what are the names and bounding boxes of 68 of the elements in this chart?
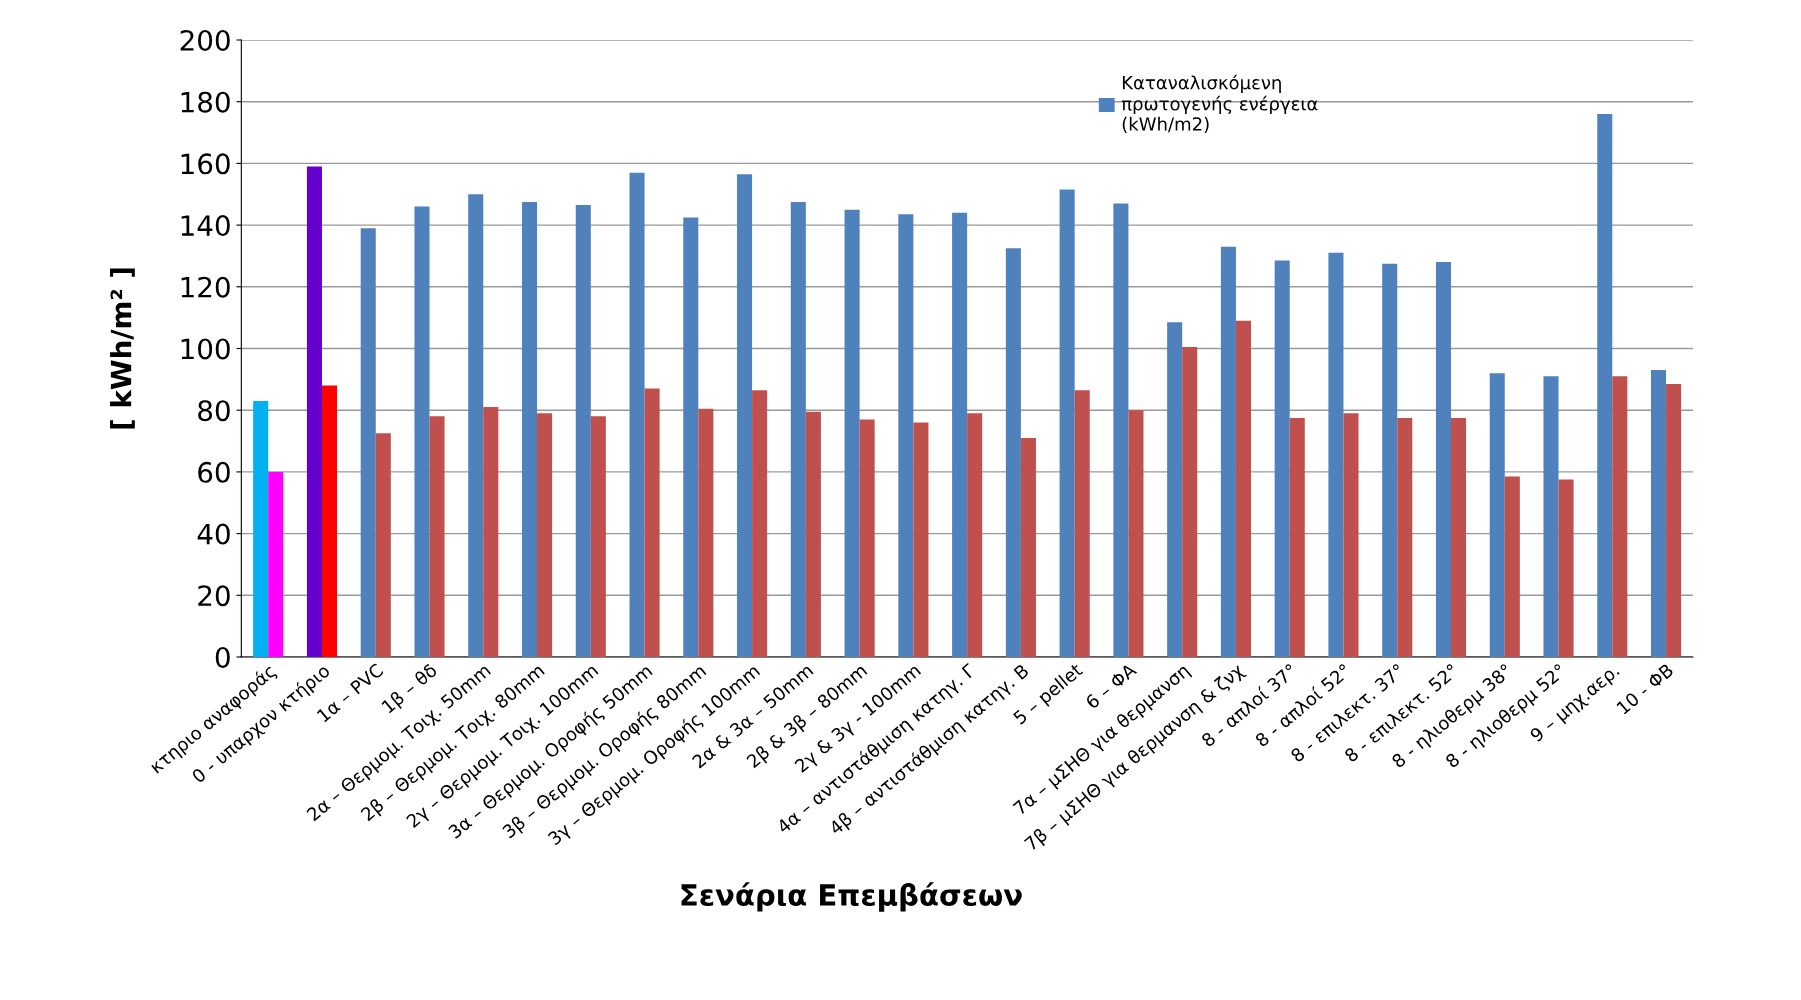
bar bbox=[375, 433, 391, 657]
bar bbox=[1504, 476, 1520, 657]
bar bbox=[537, 413, 553, 657]
bar bbox=[1397, 417, 1413, 657]
bar bbox=[1128, 410, 1144, 657]
bar bbox=[1182, 346, 1198, 657]
bar bbox=[737, 174, 753, 657]
bar bbox=[1235, 320, 1252, 657]
bar bbox=[844, 209, 860, 657]
bar bbox=[790, 201, 806, 657]
bar bbox=[1289, 417, 1305, 657]
bar bbox=[1343, 413, 1359, 657]
bar bbox=[805, 411, 821, 657]
bar bbox=[1274, 260, 1290, 657]
legend-label: Καταναλισκόμενη πρωτογενής ενέργεια (kWh/m2) bbox=[1121, 74, 1318, 133]
y-tick-label: 0 bbox=[215, 646, 230, 668]
bar bbox=[268, 471, 284, 657]
y-tick-label: 20 bbox=[198, 585, 230, 607]
bar bbox=[629, 172, 645, 657]
bar bbox=[1612, 376, 1628, 657]
bar bbox=[1558, 479, 1574, 657]
bar bbox=[698, 408, 714, 657]
bar bbox=[468, 194, 484, 657]
bar bbox=[521, 201, 538, 657]
y-tick-label: 180 bbox=[181, 91, 230, 113]
bar bbox=[967, 413, 983, 657]
bar bbox=[644, 388, 660, 657]
bar bbox=[306, 166, 322, 657]
bar bbox=[1328, 252, 1344, 657]
y-axis-title: [ kWh/m² ] bbox=[110, 268, 135, 429]
bar bbox=[414, 206, 430, 657]
bar bbox=[575, 205, 591, 657]
bar bbox=[1651, 370, 1667, 657]
y-tick-label: 100 bbox=[181, 338, 230, 360]
bar bbox=[898, 214, 914, 657]
y-tick-label: 40 bbox=[197, 523, 230, 545]
x-axis-title: Σενάρια Επεμβάσεων bbox=[681, 882, 1022, 912]
bar bbox=[1167, 322, 1183, 657]
bar bbox=[1543, 376, 1559, 657]
bar bbox=[1005, 248, 1021, 657]
bar bbox=[360, 228, 376, 657]
bar bbox=[683, 217, 699, 657]
bar bbox=[1220, 246, 1236, 657]
bar bbox=[1113, 203, 1129, 657]
y-tick-label: 60 bbox=[198, 461, 230, 483]
bar bbox=[483, 407, 499, 657]
y-tick-label: 120 bbox=[181, 276, 230, 298]
bar bbox=[1020, 437, 1036, 657]
bar bbox=[1597, 114, 1613, 657]
bar bbox=[1489, 373, 1505, 657]
y-tick-label: 200 bbox=[180, 29, 230, 51]
bar bbox=[590, 416, 606, 657]
bar bbox=[1451, 417, 1467, 657]
y-tick-label: 80 bbox=[198, 400, 230, 422]
bar bbox=[321, 385, 338, 657]
bar bbox=[1666, 383, 1682, 657]
bar bbox=[1382, 263, 1398, 657]
bar bbox=[1074, 390, 1090, 657]
bar bbox=[1059, 189, 1075, 657]
bar bbox=[752, 390, 768, 657]
bar bbox=[913, 422, 929, 657]
bar bbox=[1435, 262, 1452, 657]
y-tick-label: 160 bbox=[181, 153, 230, 175]
bar bbox=[952, 212, 968, 657]
bar bbox=[859, 419, 875, 657]
y-tick-label: 140 bbox=[181, 215, 230, 237]
bar bbox=[253, 400, 269, 657]
bar bbox=[429, 416, 445, 657]
